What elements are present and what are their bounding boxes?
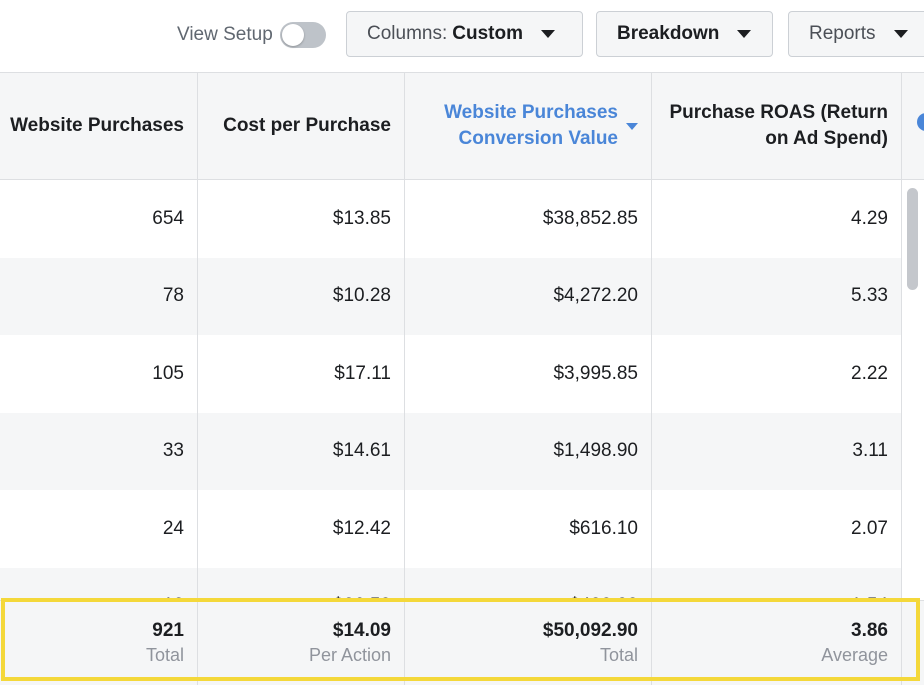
columns-prefix: Columns: <box>367 23 448 44</box>
chevron-down-icon <box>893 30 908 38</box>
cell-cost-per-purchase: $10.28 <box>332 285 391 307</box>
toolbar: View Setup Columns: Custom Breakdown Rep… <box>0 0 924 72</box>
column-header-label: Website Purchases Conversion Value <box>444 102 618 149</box>
column-header-label: Cost per Purchase <box>223 115 391 136</box>
cell-conversion-value: $3,995.85 <box>553 362 638 384</box>
summary-value: $14.09 <box>332 620 391 641</box>
table-row[interactable]: 105 $17.11 $3,995.85 2.22 <box>0 335 902 413</box>
cell-cost-per-purchase: $26.59 <box>198 568 405 600</box>
column-header-conversion-value[interactable]: Website Purchases Conversion Value <box>405 73 652 179</box>
cell-conversion-value: $616.10 <box>569 517 638 539</box>
column-header-purchase-roas[interactable]: Purchase ROAS (Return on Ad Spend) <box>652 73 902 179</box>
summary-conversion-value: $50,092.90 Total <box>405 601 652 685</box>
breakdown-label: Breakdown <box>617 23 720 44</box>
cell-purchase-roas: 2.07 <box>851 517 888 539</box>
columns-dropdown-button[interactable]: Columns: Custom <box>346 11 583 57</box>
sort-descending-icon <box>626 122 638 130</box>
cell-purchase-roas: 1.54 <box>652 568 902 600</box>
summary-purchase-roas: 3.86 Average <box>652 601 902 685</box>
table-row[interactable]: 12 $26.59 $492.00 1.54 <box>0 567 902 600</box>
cell-website-purchases: 33 <box>162 440 184 462</box>
cell-conversion-value: $38,852.85 <box>542 207 638 229</box>
table-row[interactable]: 33 $14.61 $1,498.90 3.11 <box>0 412 902 490</box>
summary-label: Average <box>821 645 888 665</box>
chevron-down-icon <box>540 30 555 38</box>
column-header-label: Purchase ROAS (Return on Ad Spend) <box>669 102 888 149</box>
table-header-row: Website Purchases Cost per Purchase Webs… <box>0 73 924 180</box>
summary-label: Total <box>145 645 184 665</box>
column-divider <box>651 73 652 685</box>
columns-value: Custom <box>452 23 523 44</box>
table-row[interactable]: 24 $12.42 $616.10 2.07 <box>0 490 902 568</box>
scrollbar-thumb[interactable] <box>907 188 918 290</box>
view-setup-toggle[interactable] <box>279 22 326 48</box>
cell-website-purchases: 12 <box>0 568 198 600</box>
cell-purchase-roas: 5.33 <box>851 285 888 307</box>
summary-value: $50,092.90 <box>542 620 638 641</box>
cell-cost-per-purchase: $13.85 <box>332 207 391 229</box>
column-header-website-purchases[interactable]: Website Purchases <box>0 73 198 179</box>
cell-purchase-roas: 4.29 <box>851 207 888 229</box>
column-header-cost-per-purchase[interactable]: Cost per Purchase <box>198 73 405 179</box>
summary-website-purchases: 921 Total <box>0 601 198 685</box>
summary-cost-per-purchase: $14.09 Per Action <box>198 601 405 685</box>
column-divider <box>404 73 405 685</box>
info-icon[interactable] <box>917 113 924 131</box>
breakdown-dropdown-button[interactable]: Breakdown <box>596 11 773 57</box>
column-divider <box>197 73 198 685</box>
view-setup-label: View Setup <box>177 24 273 45</box>
cell-website-purchases: 654 <box>152 207 184 229</box>
cell-cost-per-purchase: $17.11 <box>334 362 391 384</box>
reports-label: Reports <box>809 23 876 44</box>
cell-cost-per-purchase: $12.42 <box>332 517 391 539</box>
summary-value: 3.86 <box>851 620 888 641</box>
data-table: Website Purchases Cost per Purchase Webs… <box>0 72 924 685</box>
summary-label: Per Action <box>308 645 391 665</box>
cell-purchase-roas: 2.22 <box>851 362 888 384</box>
toggle-knob <box>281 24 304 46</box>
summary-value: 921 <box>152 620 184 641</box>
column-divider <box>901 73 902 685</box>
cell-cost-per-purchase: $14.61 <box>332 440 391 462</box>
summary-row: 921 Total $14.09 Per Action $50,092.90 T… <box>0 600 924 685</box>
cell-conversion-value: $492.00 <box>405 568 652 600</box>
vertical-scrollbar[interactable] <box>902 180 924 600</box>
column-header-label: Website Purchases <box>10 115 184 136</box>
table-body: 654 $13.85 $38,852.85 4.29 78 $10.28 $4,… <box>0 180 902 600</box>
chevron-down-icon <box>737 30 752 38</box>
reports-dropdown-button[interactable]: Reports <box>788 11 924 57</box>
table-row[interactable]: 654 $13.85 $38,852.85 4.29 <box>0 180 902 258</box>
summary-label: Total <box>599 645 638 665</box>
cell-website-purchases: 105 <box>152 362 184 384</box>
table-row[interactable]: 78 $10.28 $4,272.20 5.33 <box>0 257 902 335</box>
cell-conversion-value: $4,272.20 <box>553 285 638 307</box>
cell-purchase-roas: 3.11 <box>852 440 888 462</box>
view-setup[interactable]: View Setup <box>177 20 326 50</box>
cell-conversion-value: $1,498.90 <box>553 440 638 462</box>
cell-website-purchases: 24 <box>162 517 184 539</box>
cell-website-purchases: 78 <box>162 285 184 307</box>
